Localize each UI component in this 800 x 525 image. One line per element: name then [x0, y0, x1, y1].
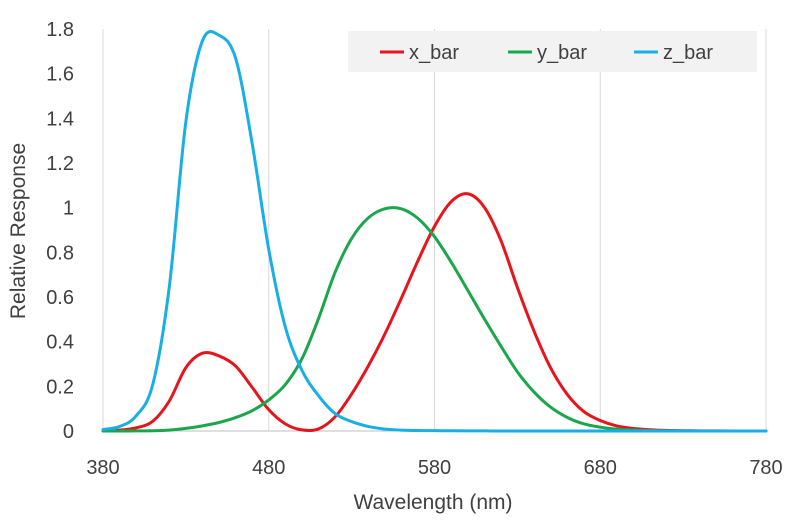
y-axis-title: Relative Response	[7, 143, 30, 319]
y-tick-label: 1.6	[46, 64, 74, 86]
legend-label-z-bar: z_bar	[663, 42, 713, 64]
x-tick-label: 480	[252, 457, 285, 479]
y-tick-label: 0.6	[46, 287, 74, 309]
y-tick-label: 1.8	[46, 19, 74, 41]
y-tick-label: 0.8	[46, 242, 74, 264]
y-tick-label: 0.2	[46, 376, 74, 398]
y-tick-label: 0.4	[46, 332, 74, 354]
x-axis-title: Wavelength (nm)	[353, 491, 512, 514]
x-tick-label: 680	[584, 457, 617, 479]
x-tick-labels: 380 480 580 680 780	[86, 457, 782, 479]
legend-background	[348, 31, 757, 72]
legend-label-x-bar: x_bar	[409, 42, 459, 64]
x-tick-label: 780	[749, 457, 782, 479]
y-tick-label: 0	[63, 421, 74, 443]
y-tick-label: 1.2	[46, 153, 74, 175]
y-tick-label: 1.4	[46, 108, 74, 130]
x-tick-label: 380	[86, 457, 119, 479]
legend-label-y-bar: y_bar	[537, 42, 587, 64]
y-tick-label: 1	[63, 198, 74, 220]
legend: x_bar y_bar z_bar	[348, 31, 757, 72]
x-tick-label: 580	[418, 457, 451, 479]
y-tick-labels: 0 0.2 0.4 0.6 0.8 1 1.2 1.4 1.6 1.8	[46, 19, 74, 443]
series-lines	[101, 30, 768, 433]
series-line-z-bar	[101, 30, 768, 433]
